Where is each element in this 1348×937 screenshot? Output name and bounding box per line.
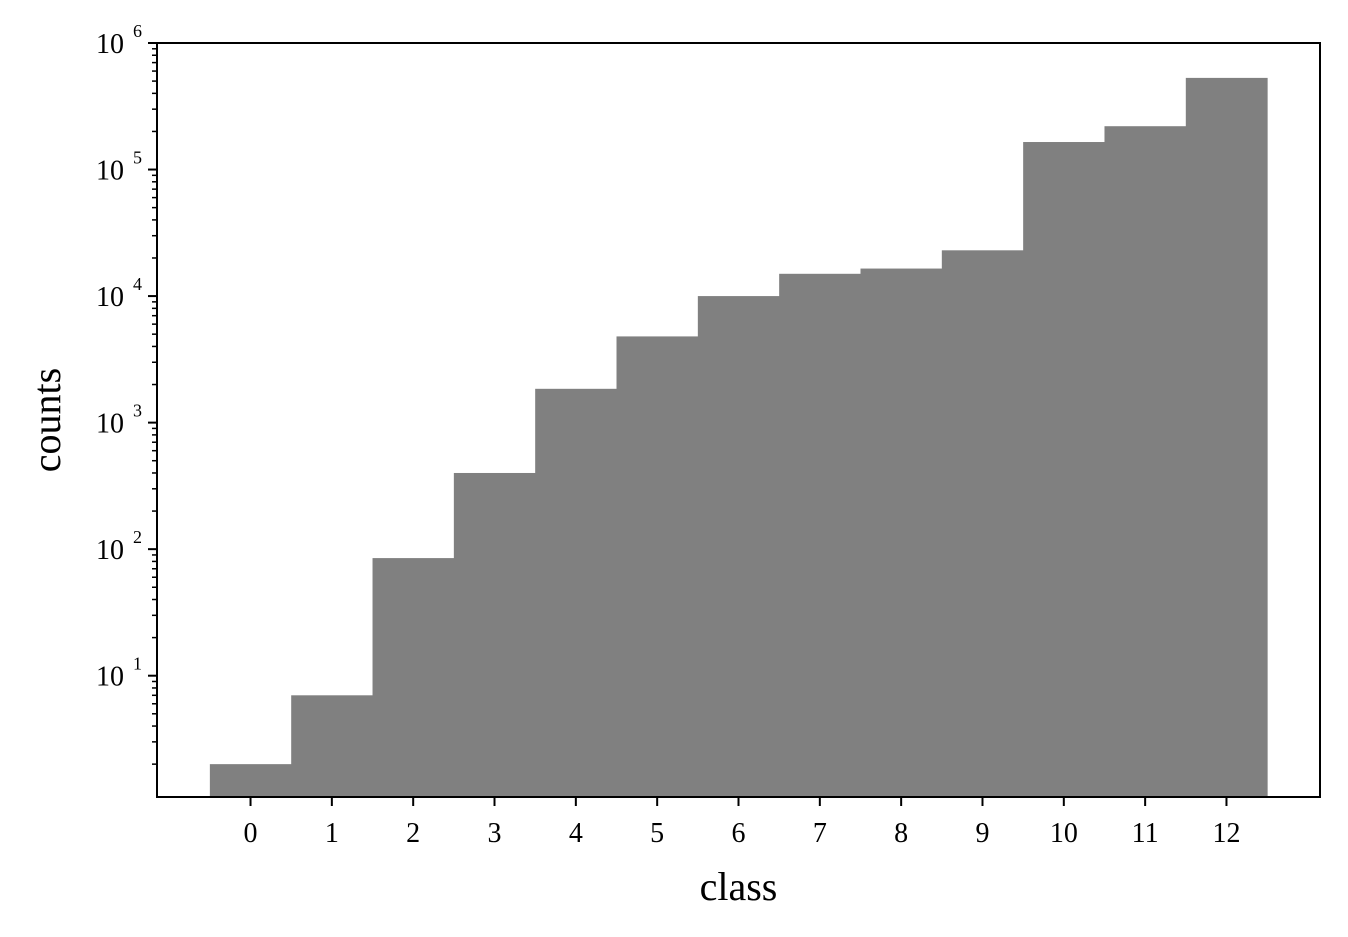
x-tick-label-5: 5 — [650, 818, 664, 849]
x-axis-title: class — [700, 864, 778, 909]
bar-class-8 — [860, 268, 943, 797]
bar-class-11 — [1104, 126, 1187, 797]
y-tick-label-base: 10 — [96, 662, 124, 693]
y-tick-label-exponent: 3 — [133, 401, 142, 421]
x-tick-label-3: 3 — [488, 818, 502, 849]
y-axis-title: counts — [24, 368, 69, 472]
x-tick-label-7: 7 — [813, 818, 827, 849]
x-tick-label-6: 6 — [732, 818, 746, 849]
x-tick-label-10: 10 — [1050, 818, 1078, 849]
x-ticks: 0 1 2 3 4 5 6 7 8 9 10 11 12 — [244, 797, 1240, 849]
y-tick-label-exponent: 5 — [133, 148, 142, 168]
y-tick-label-base: 10 — [96, 29, 124, 60]
bar-class-12 — [1185, 77, 1268, 798]
y-tick-label-exponent: 4 — [133, 274, 142, 294]
x-tick-label-12: 12 — [1212, 818, 1240, 849]
y-major-ticks: 10 1 10 2 10 3 10 4 10 5 10 6 — [96, 21, 157, 693]
bar-class-10 — [1023, 142, 1105, 798]
bars-group — [209, 77, 1268, 798]
bar-class-0 — [209, 764, 292, 797]
bar-class-9 — [941, 250, 1024, 797]
bar-class-4 — [535, 388, 618, 797]
x-tick-label-2: 2 — [406, 818, 420, 849]
y-tick-label-base: 10 — [96, 282, 124, 313]
y-tick-label-base: 10 — [96, 156, 124, 187]
y-tick-label-base: 10 — [96, 535, 124, 566]
x-tick-label-1: 1 — [325, 818, 339, 849]
y-tick-label-exponent: 1 — [133, 654, 142, 674]
y-tick-label-exponent: 2 — [133, 527, 142, 547]
x-tick-label-0: 0 — [244, 818, 258, 849]
x-tick-label-8: 8 — [894, 818, 908, 849]
bar-class-6 — [697, 296, 780, 797]
bar-class-3 — [453, 472, 536, 797]
plot-frame — [156, 42, 1321, 798]
y-tick-label-exponent: 6 — [133, 21, 142, 41]
bar-class-7 — [779, 273, 861, 797]
y-tick-label-base: 10 — [96, 409, 124, 440]
bar-class-1 — [291, 695, 374, 797]
x-tick-label-9: 9 — [975, 818, 989, 849]
x-tick-label-11: 11 — [1132, 818, 1159, 849]
bar-class-2 — [372, 558, 455, 797]
x-tick-label-4: 4 — [569, 818, 583, 849]
bar-class-5 — [616, 336, 699, 797]
